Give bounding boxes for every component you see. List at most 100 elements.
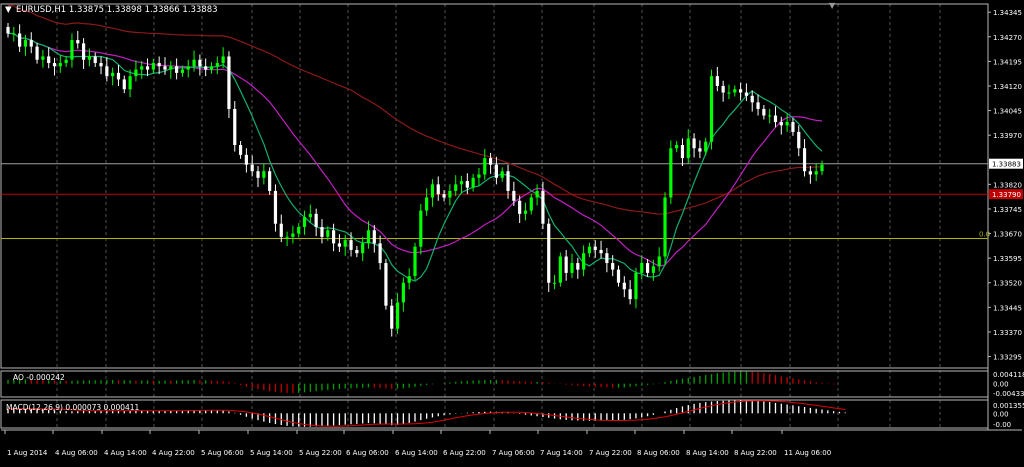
candle-body (302, 217, 307, 227)
candle-body (180, 69, 185, 73)
candle-body (430, 184, 435, 198)
candle-body (395, 302, 400, 329)
candle-body (355, 249, 359, 254)
candle-body (273, 190, 278, 224)
candle-body (23, 40, 28, 47)
candle-body (535, 190, 539, 198)
candle-body (552, 282, 557, 284)
candle-body (384, 263, 388, 306)
candle-body (244, 154, 248, 165)
candle-body (814, 171, 818, 175)
candle-body (791, 122, 795, 132)
candle-body (645, 263, 650, 273)
candle-body (221, 56, 225, 64)
candle-body (192, 59, 196, 67)
price-tick-label: 1.33295 (993, 354, 1022, 362)
candle-body (250, 164, 254, 172)
candle-body (366, 230, 371, 244)
candle-body (802, 148, 807, 172)
candles-layer (6, 23, 824, 337)
time-tick-label: 8 Aug 22:00 (734, 449, 777, 457)
candle-body (29, 40, 33, 47)
candle-body (99, 63, 103, 67)
candle-body (116, 72, 121, 80)
candle-body (297, 226, 301, 234)
candle-body (233, 108, 237, 146)
candle-body (326, 230, 330, 237)
axes-layer: 1.34345 1.34270 1.34195 1.34120 1.34045 1.339… (4, 9, 1024, 457)
candle-body (87, 56, 91, 60)
ao-scale-label: -0.004335 (993, 390, 1024, 398)
candle-body (361, 243, 365, 254)
ao-scale-label: 0.004118 (993, 371, 1024, 379)
candle-body (105, 66, 109, 77)
candle-body (413, 246, 417, 277)
candle-body (721, 85, 725, 93)
candle-body (529, 197, 533, 211)
candle-body (599, 249, 603, 254)
candle-body (686, 138, 690, 159)
candle-body (256, 171, 260, 178)
candle-body (715, 76, 719, 86)
price-tick-label: 1.33820 (993, 181, 1022, 189)
candle-body (407, 276, 411, 283)
candle-body (768, 115, 772, 117)
dropdown-arrow-icon[interactable]: ▼ (5, 5, 12, 15)
candle-body (425, 197, 429, 211)
candle-body (285, 236, 289, 238)
candle-body (52, 63, 57, 67)
candle-body (541, 190, 545, 224)
price-tick-label: 1.33370 (993, 329, 1022, 337)
ma-slow-line (7, 5, 823, 215)
candle-body (64, 59, 68, 64)
time-tick-label: 6 Aug 14:00 (395, 449, 438, 457)
candle-body (477, 174, 481, 178)
candle-body (739, 89, 743, 93)
candle-body (18, 33, 22, 47)
candle-body (35, 46, 39, 60)
ma-fast-line (8, 32, 823, 282)
candle-body (442, 194, 446, 198)
candle-body (6, 26, 10, 34)
time-tick-label: 8 Aug 06:00 (637, 449, 680, 457)
candle-body (465, 181, 469, 188)
candle-body (593, 246, 597, 250)
candle-body (605, 253, 609, 264)
candle-body (76, 40, 80, 44)
candle-body (209, 66, 214, 70)
time-tick-label: 11 Aug 06:00 (784, 449, 831, 457)
candle-body (308, 213, 312, 218)
candle-body (122, 79, 126, 90)
ao-indicator (7, 371, 835, 394)
candle-body (587, 246, 592, 254)
candle-body (215, 63, 219, 67)
candle-body (262, 171, 266, 178)
macd-scale-label: -0.00 (993, 421, 1011, 429)
candle-body (744, 92, 749, 96)
candle-body (279, 223, 283, 237)
candle-body (518, 200, 522, 214)
time-tick-label: 4 Aug 14:00 (104, 449, 147, 457)
candle-body (349, 240, 353, 250)
candle-body (454, 184, 458, 191)
grid-layer (0, 3, 1022, 431)
macd-signal-line (7, 400, 846, 427)
price-tick-label: 1.33445 (993, 304, 1022, 312)
candle-body (500, 171, 504, 178)
time-tick-label: 4 Aug 06:00 (55, 449, 98, 457)
chart-shift-marker-icon[interactable]: ▼ (829, 1, 836, 10)
macd-scale-label: 0.00 (993, 410, 1009, 418)
candle-body (93, 56, 97, 64)
candle-body (175, 66, 179, 73)
candle-body (663, 197, 667, 257)
candle-body (750, 95, 754, 103)
candle-body (616, 269, 621, 283)
candle-body (733, 89, 737, 93)
current-price-tag (989, 158, 1023, 169)
candle-body (640, 263, 644, 273)
time-tick-label: 8 Aug 14:00 (686, 449, 729, 457)
candle-body (151, 63, 155, 70)
candle-body (163, 66, 167, 70)
